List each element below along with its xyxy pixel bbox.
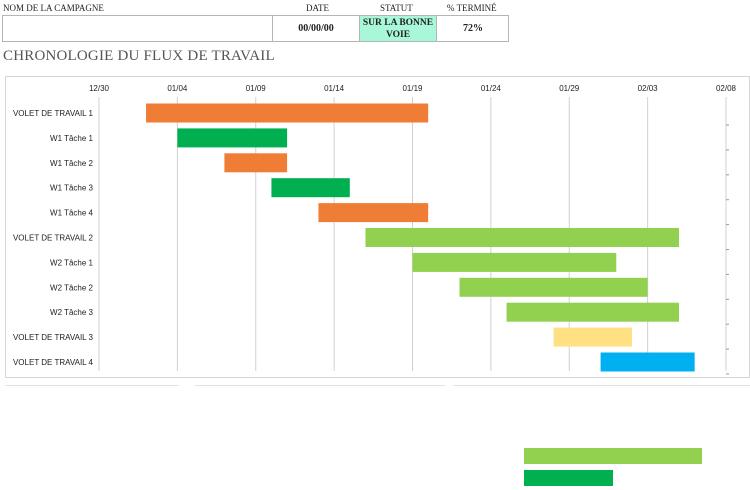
status-label: STATUT bbox=[380, 3, 413, 13]
task-label: W1 Tâche 4 bbox=[50, 209, 94, 218]
task-label: VOLET DE TRAVAIL 3 bbox=[13, 333, 94, 342]
task-label: W2 Tâche 3 bbox=[50, 308, 94, 317]
x-tick-label: 02/08 bbox=[716, 84, 737, 93]
x-tick-label: 12/30 bbox=[89, 84, 110, 93]
task-label: VOLET DE TRAVAIL 2 bbox=[13, 234, 94, 243]
legend-swatch bbox=[524, 470, 613, 486]
x-tick-label: 02/03 bbox=[638, 84, 659, 93]
x-tick-label: 01/19 bbox=[402, 84, 423, 93]
divider bbox=[453, 385, 750, 386]
x-tick-label: 01/29 bbox=[559, 84, 580, 93]
status-cell[interactable]: SUR LA BONNE VOIE bbox=[360, 16, 437, 41]
date-cell[interactable]: 00/00/00 bbox=[273, 16, 360, 41]
x-tick-label: 01/14 bbox=[324, 84, 345, 93]
date-label: DATE bbox=[306, 3, 329, 13]
gantt-chart-frame: 12/30 01/04 01/09 01/14 01/19 01/24 01/29 02/03… bbox=[5, 76, 750, 378]
x-tick-label: 01/24 bbox=[481, 84, 502, 93]
x-tick-label: 01/09 bbox=[246, 84, 267, 93]
task-label: W2 Tâche 1 bbox=[50, 258, 94, 267]
gantt-bar bbox=[412, 252, 617, 272]
percent-complete-label: % TERMINÉ bbox=[447, 3, 497, 13]
divider bbox=[5, 385, 179, 386]
x-tick-label: 01/04 bbox=[167, 84, 188, 93]
task-label: W1 Tâche 3 bbox=[50, 184, 94, 193]
task-label: W2 Tâche 2 bbox=[50, 283, 94, 292]
campaign-name-label: NOM DE LA CAMPAGNE bbox=[3, 3, 104, 13]
task-label: W1 Tâche 2 bbox=[50, 159, 94, 168]
gantt-bar bbox=[271, 178, 350, 198]
gantt-bar bbox=[600, 352, 695, 372]
gantt-bar bbox=[224, 153, 288, 173]
gantt-bar bbox=[506, 302, 679, 322]
gantt-bar bbox=[365, 228, 679, 247]
task-label: VOLET DE TRAVAIL 4 bbox=[13, 358, 94, 367]
gantt-bar bbox=[459, 277, 648, 297]
gantt-bar bbox=[318, 203, 429, 223]
legend-swatch bbox=[524, 448, 702, 464]
gantt-chart: 12/30 01/04 01/09 01/14 01/19 01/24 01/29 02/03… bbox=[13, 84, 737, 375]
section-title: CHRONOLOGIE DU FLUX DE TRAVAIL bbox=[3, 48, 275, 64]
campaign-summary-row: 00/00/00 SUR LA BONNE VOIE 72% bbox=[2, 15, 509, 42]
percent-complete-cell[interactable]: 72% bbox=[463, 23, 483, 34]
campaign-name-cell[interactable] bbox=[3, 16, 273, 41]
task-label: VOLET DE TRAVAIL 1 bbox=[13, 109, 94, 118]
gantt-bar bbox=[177, 128, 288, 148]
gantt-bar bbox=[553, 327, 632, 347]
task-label: W1 Tâche 1 bbox=[50, 134, 94, 143]
gantt-bar bbox=[146, 103, 429, 123]
divider bbox=[195, 385, 445, 386]
